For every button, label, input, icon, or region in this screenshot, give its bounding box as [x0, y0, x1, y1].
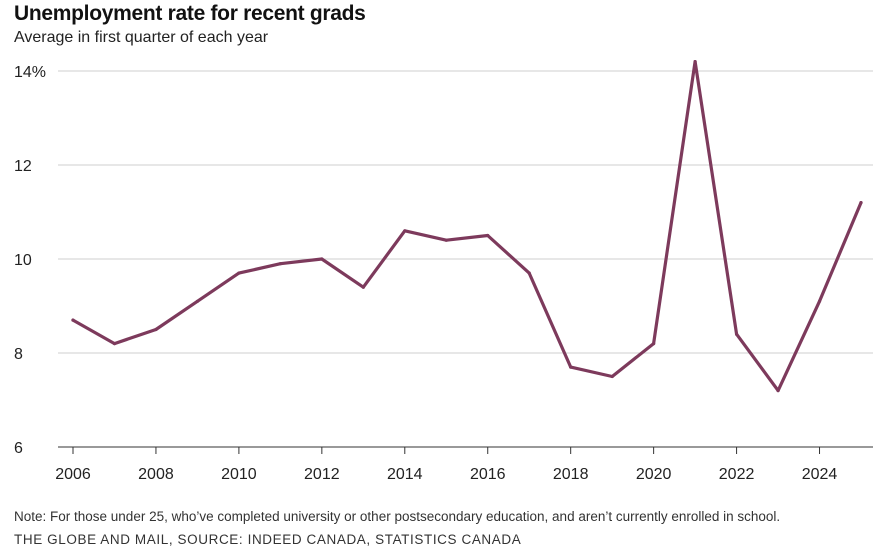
x-tick-label: 2024 [802, 466, 838, 483]
x-tick-label: 2014 [387, 466, 423, 483]
x-tick-label: 2022 [719, 466, 755, 483]
y-axis-tick-labels: 6 8 10 12 14% [14, 64, 46, 457]
data-point [154, 327, 158, 332]
series-layer [71, 59, 863, 393]
chart-subtitle: Average in first quarter of each year [14, 29, 269, 46]
data-point [278, 262, 282, 266]
x-tick-label: 2016 [470, 466, 506, 483]
y-tick-label: 14% [14, 64, 46, 81]
data-point [776, 389, 780, 393]
x-tick-label: 2018 [553, 466, 589, 483]
data-point [610, 374, 614, 379]
y-tick-label: 8 [14, 346, 23, 363]
y-tick-label: 12 [14, 158, 32, 175]
y-tick-label: 6 [14, 440, 23, 457]
data-point [444, 238, 448, 242]
x-axis-tick-labels: 2006 2008 2010 2012 2014 2016 2018 2020 2022 2024 [55, 447, 837, 483]
data-point [320, 257, 324, 261]
data-point [403, 229, 407, 233]
x-tick-label: 2020 [636, 466, 672, 483]
data-point [195, 299, 200, 303]
data-point [693, 60, 697, 64]
gridlines [58, 70, 873, 354]
data-point [486, 233, 490, 238]
x-tick-label: 2012 [304, 466, 340, 483]
data-point [527, 271, 531, 275]
data-point [237, 271, 241, 275]
x-tick-label: 2008 [138, 466, 174, 483]
y-tick-label: 10 [14, 252, 32, 269]
data-point [569, 365, 573, 369]
footnote: Note: For those under 25, who’ve complet… [14, 509, 781, 524]
chart-title: Unemployment rate for recent grads [14, 2, 366, 25]
series-line [71, 59, 863, 393]
data-point [112, 342, 117, 346]
data-point [734, 332, 739, 336]
data-point [817, 299, 822, 303]
data-point [361, 285, 365, 289]
x-tick-label: 2010 [221, 466, 257, 483]
source-credit: THE GLOBE AND MAIL, SOURCE: INDEED CANAD… [14, 532, 522, 547]
data-point [71, 318, 75, 322]
data-point [652, 342, 656, 346]
data-point [859, 201, 863, 205]
x-tick-label: 2006 [55, 466, 91, 483]
